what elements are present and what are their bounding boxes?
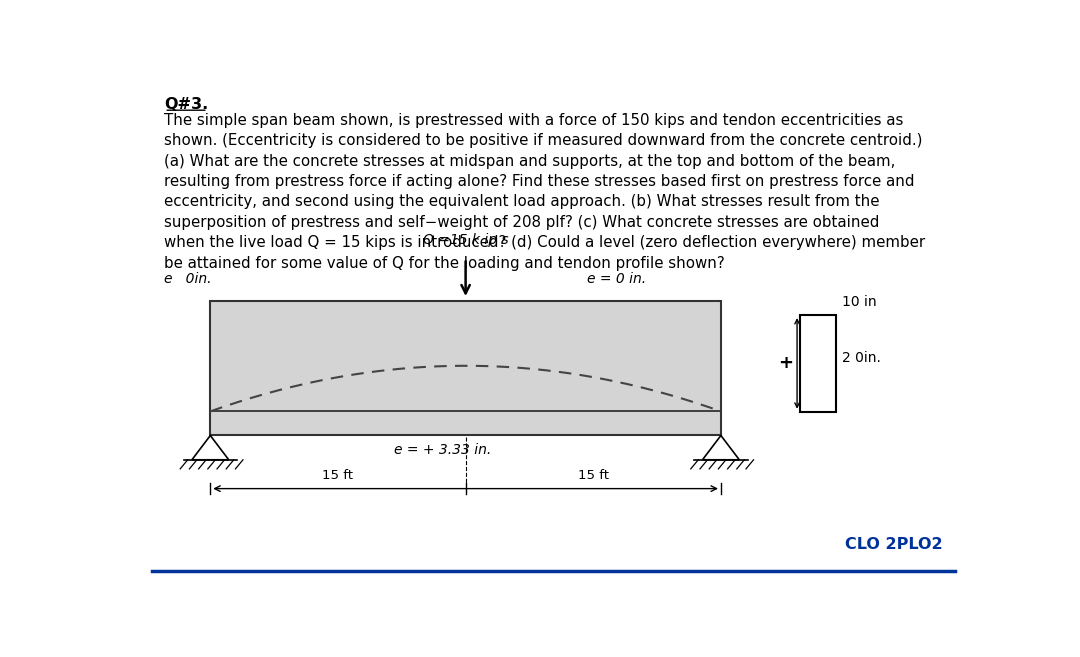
Text: e = + 3.33 in.: e = + 3.33 in. xyxy=(394,443,491,457)
Text: e = 0 in.: e = 0 in. xyxy=(588,271,646,286)
Polygon shape xyxy=(800,315,836,412)
Text: 15 ft: 15 ft xyxy=(323,469,353,482)
Polygon shape xyxy=(211,302,721,436)
Polygon shape xyxy=(192,436,229,460)
Polygon shape xyxy=(702,436,740,460)
Text: 15 ft: 15 ft xyxy=(578,469,609,482)
Text: Q#3.: Q#3. xyxy=(164,97,208,112)
Text: 10 in: 10 in xyxy=(842,296,877,309)
Text: e   0in.: e 0in. xyxy=(164,271,212,286)
Text: +: + xyxy=(778,354,793,373)
Text: Q =15 k ip s: Q =15 k ip s xyxy=(422,233,509,247)
Text: 2 0in.: 2 0in. xyxy=(842,351,881,365)
Text: The simple span beam shown, is prestressed with a force of 150 kips and tendon e: The simple span beam shown, is prestress… xyxy=(164,113,926,271)
Text: CLO 2PLO2: CLO 2PLO2 xyxy=(845,537,943,552)
